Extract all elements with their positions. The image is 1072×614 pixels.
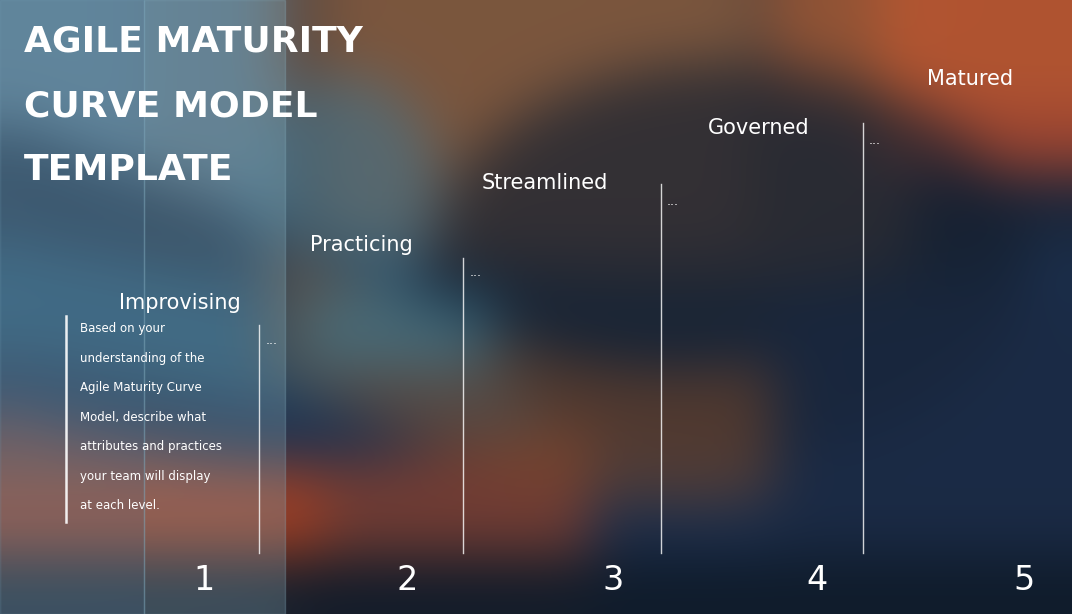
Text: 1: 1 — [193, 564, 214, 597]
Text: ...: ... — [868, 134, 880, 147]
Text: ...: ... — [266, 334, 278, 347]
Text: at each level.: at each level. — [80, 499, 161, 512]
Text: Model, describe what: Model, describe what — [80, 411, 207, 424]
Text: your team will display: your team will display — [80, 470, 211, 483]
Text: Practicing: Practicing — [310, 235, 413, 255]
Bar — [0, 0, 144, 614]
Text: understanding of the: understanding of the — [80, 352, 205, 365]
Text: ...: ... — [667, 195, 679, 208]
Text: ...: ... — [470, 266, 481, 279]
Text: Based on your: Based on your — [80, 322, 165, 335]
Bar — [144, 0, 285, 614]
Text: CURVE MODEL: CURVE MODEL — [24, 89, 317, 123]
Text: AGILE MATURITY: AGILE MATURITY — [24, 25, 362, 58]
Text: 3: 3 — [602, 564, 624, 597]
Text: 2: 2 — [397, 564, 418, 597]
Text: Governed: Governed — [708, 118, 809, 138]
Text: 5: 5 — [1013, 564, 1034, 597]
Text: attributes and practices: attributes and practices — [80, 440, 222, 453]
Text: Agile Maturity Curve: Agile Maturity Curve — [80, 381, 203, 394]
Text: 4: 4 — [806, 564, 828, 597]
Text: Improvising: Improvising — [119, 293, 241, 313]
Text: Streamlined: Streamlined — [481, 173, 608, 193]
Text: TEMPLATE: TEMPLATE — [24, 154, 233, 187]
Text: Matured: Matured — [927, 69, 1013, 89]
